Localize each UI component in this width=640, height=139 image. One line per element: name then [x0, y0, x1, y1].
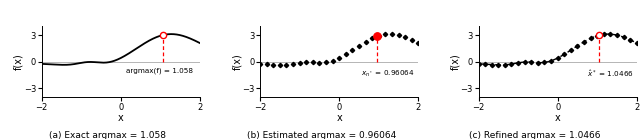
- X-axis label: x: x: [337, 113, 342, 123]
- Text: argmax(f) = 1.058: argmax(f) = 1.058: [126, 68, 193, 74]
- Text: (b) Estimated argmax = 0.96064: (b) Estimated argmax = 0.96064: [246, 131, 396, 139]
- Y-axis label: f(x): f(x): [13, 54, 24, 70]
- Text: $x_{n^*}$ = 0.96064: $x_{n^*}$ = 0.96064: [362, 69, 415, 79]
- Text: (a) Exact argmax = 1.058: (a) Exact argmax = 1.058: [49, 131, 166, 139]
- Y-axis label: f(x): f(x): [232, 54, 242, 70]
- Text: (c) Refined argmax = 1.0466: (c) Refined argmax = 1.0466: [469, 131, 601, 139]
- Text: $\hat{x}^*$ = 1.0466: $\hat{x}^*$ = 1.0466: [587, 69, 634, 80]
- X-axis label: x: x: [555, 113, 561, 123]
- Y-axis label: f(x): f(x): [451, 54, 461, 70]
- X-axis label: x: x: [118, 113, 124, 123]
